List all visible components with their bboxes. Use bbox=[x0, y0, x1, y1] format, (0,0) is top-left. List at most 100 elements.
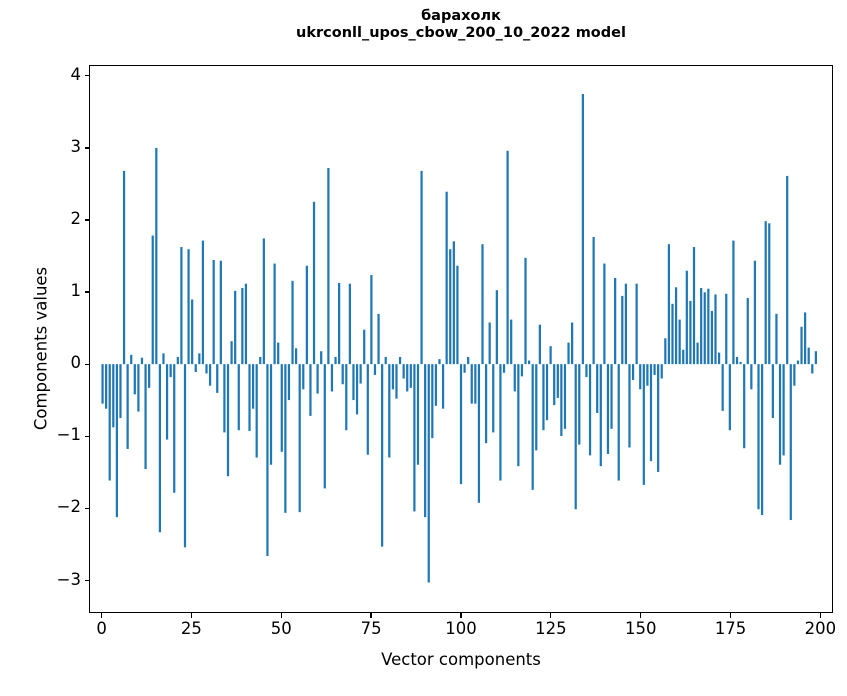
bar bbox=[596, 364, 599, 413]
bar bbox=[703, 292, 706, 365]
bar bbox=[115, 364, 118, 518]
bar bbox=[302, 364, 305, 390]
bar bbox=[237, 364, 240, 431]
bar bbox=[786, 175, 789, 365]
bar bbox=[456, 265, 459, 365]
bar bbox=[728, 364, 731, 431]
y-tick-label: 4 bbox=[70, 64, 82, 84]
bar bbox=[502, 364, 506, 373]
bar bbox=[165, 364, 169, 440]
bar bbox=[542, 364, 545, 431]
bar bbox=[194, 364, 197, 373]
x-tick-mark bbox=[550, 613, 552, 618]
bar bbox=[151, 235, 154, 365]
x-tick-label: 175 bbox=[714, 619, 747, 638]
bar bbox=[474, 364, 477, 404]
bar bbox=[631, 364, 635, 380]
bar bbox=[624, 283, 628, 365]
bar bbox=[782, 364, 785, 456]
bar bbox=[757, 364, 760, 510]
bar bbox=[492, 364, 495, 433]
x-tick-mark bbox=[640, 613, 642, 618]
bar bbox=[226, 364, 230, 477]
bar bbox=[359, 364, 362, 384]
bar bbox=[384, 356, 387, 365]
bar bbox=[219, 260, 222, 365]
bar bbox=[649, 364, 653, 462]
x-tick-label: 125 bbox=[535, 619, 567, 638]
x-tick-label: 0 bbox=[96, 619, 107, 638]
bar bbox=[510, 319, 513, 365]
bar bbox=[431, 364, 434, 439]
bar bbox=[481, 244, 484, 365]
bar bbox=[187, 249, 190, 365]
bar bbox=[381, 364, 384, 547]
bar bbox=[463, 364, 466, 373]
bar bbox=[571, 322, 574, 365]
bar bbox=[284, 364, 287, 513]
bar bbox=[717, 352, 721, 365]
bar bbox=[477, 364, 481, 503]
bar bbox=[574, 364, 577, 510]
x-tick-label: 75 bbox=[360, 619, 382, 638]
bar bbox=[524, 257, 527, 365]
bar bbox=[216, 364, 219, 393]
bar bbox=[348, 283, 351, 365]
bar bbox=[309, 364, 312, 416]
bar bbox=[696, 342, 699, 365]
bar bbox=[434, 364, 438, 406]
bar bbox=[355, 364, 359, 415]
bar bbox=[721, 364, 724, 411]
bar bbox=[520, 364, 524, 377]
bar bbox=[775, 313, 778, 365]
bar bbox=[714, 294, 717, 365]
y-axis-label: Components values bbox=[31, 266, 51, 431]
bar bbox=[363, 329, 366, 365]
bar bbox=[133, 364, 136, 395]
bar bbox=[653, 364, 656, 375]
bar bbox=[445, 191, 448, 365]
bar bbox=[563, 364, 567, 429]
y-tick-mark bbox=[85, 147, 90, 149]
bar bbox=[545, 364, 549, 421]
bar bbox=[495, 290, 498, 365]
plot-area bbox=[89, 65, 833, 613]
bar bbox=[352, 364, 355, 401]
y-tick-mark bbox=[85, 507, 90, 510]
bar bbox=[169, 364, 172, 378]
y-tick-label: −1 bbox=[56, 425, 81, 445]
y-tick-mark bbox=[85, 579, 90, 582]
bar bbox=[667, 244, 671, 365]
bar bbox=[208, 364, 212, 386]
bar bbox=[341, 364, 344, 385]
bar bbox=[345, 364, 348, 431]
bar bbox=[588, 364, 592, 456]
y-tick-mark bbox=[85, 219, 90, 221]
y-tick-label: 0 bbox=[70, 353, 82, 373]
bar bbox=[610, 364, 613, 429]
bar bbox=[416, 364, 420, 465]
bar bbox=[248, 364, 251, 431]
y-tick-mark bbox=[85, 435, 90, 437]
bar bbox=[441, 364, 445, 409]
bar bbox=[513, 364, 516, 392]
y-tick-mark bbox=[85, 75, 90, 77]
bar bbox=[506, 150, 509, 365]
bar bbox=[685, 270, 688, 365]
bar bbox=[635, 283, 638, 365]
x-tick-mark bbox=[729, 613, 732, 618]
bar bbox=[155, 147, 158, 365]
bar bbox=[409, 364, 412, 388]
bar bbox=[373, 364, 377, 375]
bar bbox=[173, 364, 176, 493]
bar bbox=[606, 364, 610, 454]
bar bbox=[778, 364, 782, 465]
bar bbox=[255, 364, 258, 458]
bar bbox=[553, 364, 556, 406]
bar bbox=[205, 364, 208, 374]
bar bbox=[592, 236, 595, 365]
bar bbox=[244, 283, 248, 365]
bar bbox=[119, 364, 122, 419]
y-tick-label: −2 bbox=[56, 497, 81, 517]
bar bbox=[223, 364, 226, 433]
